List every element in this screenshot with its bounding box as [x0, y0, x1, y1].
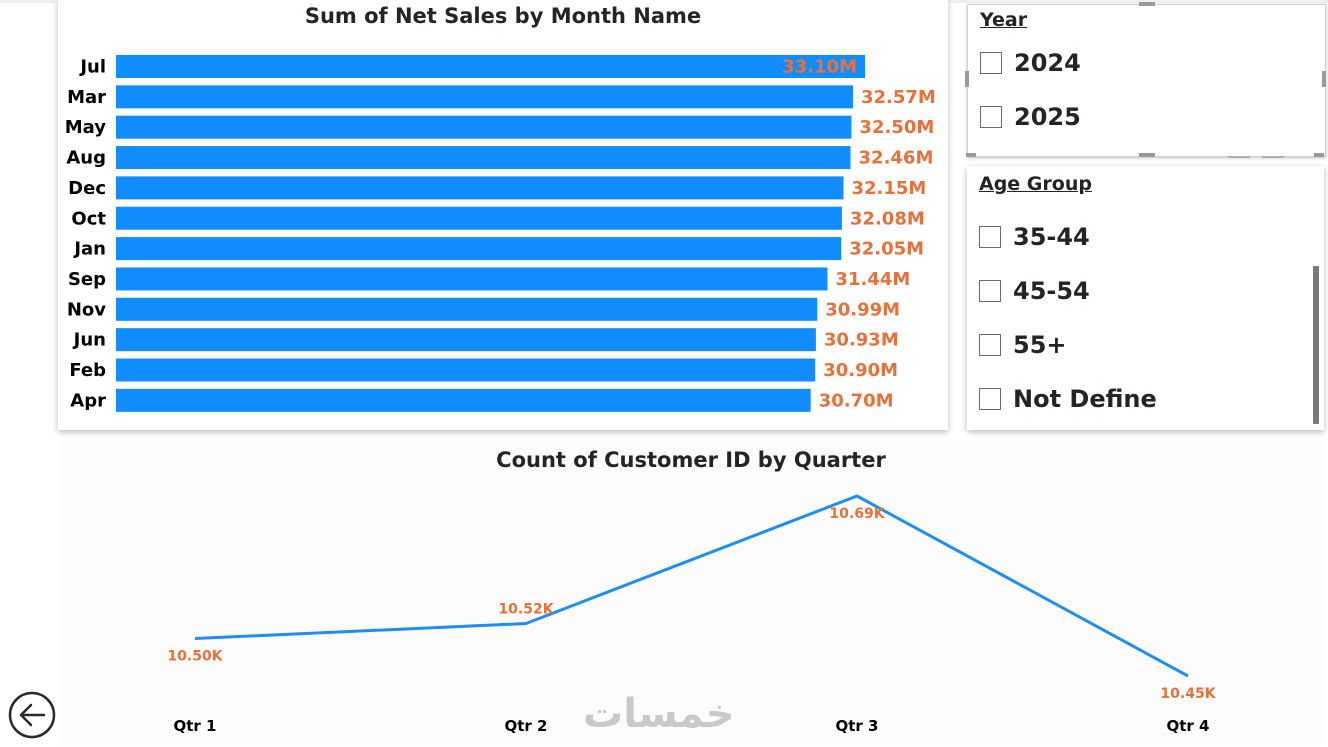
bar-jun[interactable] — [116, 328, 816, 352]
bar-jan[interactable] — [116, 237, 842, 261]
resize-handle[interactable] — [1139, 153, 1155, 157]
bar-category-label: Feb — [69, 360, 106, 381]
line-data-label: 10.52K — [498, 602, 554, 618]
checkbox[interactable] — [980, 52, 1002, 74]
back-arrow-icon — [8, 691, 56, 739]
age-option-45-54[interactable]: 45-54 — [979, 276, 1090, 306]
bar-category-label: Aug — [66, 148, 106, 169]
year-slicer-title: Year — [980, 9, 1028, 31]
bar-data-label: 32.15M — [852, 178, 927, 199]
age-option-label: Not Define — [1013, 385, 1157, 413]
resize-handle[interactable] — [1139, 2, 1155, 6]
bar-data-label: 30.99M — [825, 299, 900, 320]
year-option-label: 2024 — [1014, 49, 1081, 77]
checkbox[interactable] — [980, 106, 1002, 128]
visual-header-icons — [1228, 156, 1298, 166]
age-option-label: 35-44 — [1013, 223, 1090, 251]
age-option-not-define[interactable]: Not Define — [979, 384, 1157, 414]
resize-handle[interactable] — [965, 71, 969, 87]
bar-nov[interactable] — [116, 297, 818, 321]
year-slicer[interactable]: Year 2024 2025 — [965, 2, 1326, 157]
line-data-label: 10.69K — [829, 506, 885, 522]
filter-icon[interactable] — [1228, 156, 1250, 168]
bar-category-label: Dec — [68, 178, 106, 199]
x-axis-tick-label: Qtr 3 — [836, 717, 879, 735]
bar-data-label: 30.70M — [819, 390, 894, 411]
resize-handle[interactable] — [966, 153, 976, 157]
bar-may[interactable] — [116, 115, 852, 139]
bar-aug[interactable] — [116, 146, 851, 170]
year-option-2025[interactable]: 2025 — [980, 102, 1081, 132]
bar-data-label: 30.93M — [824, 330, 899, 351]
bar-sep[interactable] — [116, 267, 828, 291]
line-chart-title: Count of Customer ID by Quarter — [496, 448, 886, 472]
bar-chart-title: Sum of Net Sales by Month Name — [304, 4, 702, 28]
line-chart-plot: 10.50K Qtr 1 10.52K Qtr 2 10.69K Qtr 3 10.45K Q… — [167, 494, 1217, 735]
bar-category-label: Mar — [67, 87, 106, 108]
resize-handle[interactable] — [1322, 71, 1326, 87]
line-data-label: 10.45K — [1160, 686, 1216, 702]
checkbox[interactable] — [979, 388, 1001, 410]
bar-category-label: May — [65, 117, 107, 138]
back-button[interactable] — [8, 691, 56, 739]
bar-data-label: 32.05M — [849, 239, 924, 260]
bar-feb[interactable] — [116, 358, 816, 382]
checkbox[interactable] — [979, 334, 1001, 356]
checkbox[interactable] — [979, 280, 1001, 302]
checkbox[interactable] — [979, 226, 1001, 248]
bar-apr[interactable] — [116, 388, 811, 412]
age-option-35-44[interactable]: 35-44 — [979, 222, 1090, 252]
bar-category-label: Jul — [78, 57, 106, 78]
age-option-55-plus[interactable]: 55+ — [979, 330, 1067, 360]
year-option-2024[interactable]: 2024 — [980, 48, 1081, 78]
net-sales-bar-chart[interactable]: Sum of Net Sales by Month Name Jul 33.10M… — [58, 0, 948, 430]
bar-category-label: Oct — [71, 208, 106, 229]
bar-data-label: 32.57M — [861, 87, 936, 108]
age-option-label: 45-54 — [1013, 277, 1090, 305]
bar-mar[interactable] — [116, 85, 854, 109]
bar-chart-plot: Jul 33.10M Mar 32.57M May 32.50M Aug 32.46M Dec 3… — [65, 55, 936, 412]
bar-data-label: 31.44M — [835, 269, 910, 290]
bar-data-label: 32.08M — [850, 208, 925, 229]
line-series[interactable] — [194, 494, 1189, 678]
x-axis-tick-label: Qtr 1 — [174, 717, 217, 735]
line-data-label: 10.50K — [167, 649, 223, 665]
bar-data-label: 32.50M — [859, 117, 934, 138]
bar-category-label: Nov — [67, 299, 106, 320]
resize-handle[interactable] — [1314, 153, 1324, 157]
x-axis-tick-label: Qtr 2 — [505, 717, 548, 735]
year-option-label: 2025 — [1014, 103, 1081, 131]
bar-data-label: 32.46M — [859, 148, 934, 169]
bar-category-label: Jun — [72, 330, 106, 351]
bar-data-label: 33.10M — [782, 57, 857, 78]
focus-mode-icon[interactable] — [1262, 156, 1284, 168]
bar-oct[interactable] — [116, 206, 842, 230]
bar-data-label: 30.90M — [823, 360, 898, 381]
watermark-logo: خمسات — [583, 691, 735, 737]
bar-category-label: Sep — [68, 269, 106, 290]
age-option-label: 55+ — [1013, 331, 1067, 359]
bar-category-label: Jan — [72, 239, 106, 260]
slicer-scrollbar[interactable] — [1313, 266, 1319, 424]
age-slicer-title: Age Group — [979, 173, 1092, 195]
bar-dec[interactable] — [116, 176, 844, 200]
bar-jul[interactable] — [116, 55, 865, 78]
age-group-slicer[interactable]: Age Group 35-44 45-54 55+ Not Define — [967, 166, 1324, 430]
x-axis-tick-label: Qtr 4 — [1167, 717, 1210, 735]
bar-category-label: Apr — [70, 390, 106, 411]
customer-count-line-chart[interactable]: Count of Customer ID by Quarter 10.50K Qt… — [58, 440, 1324, 745]
